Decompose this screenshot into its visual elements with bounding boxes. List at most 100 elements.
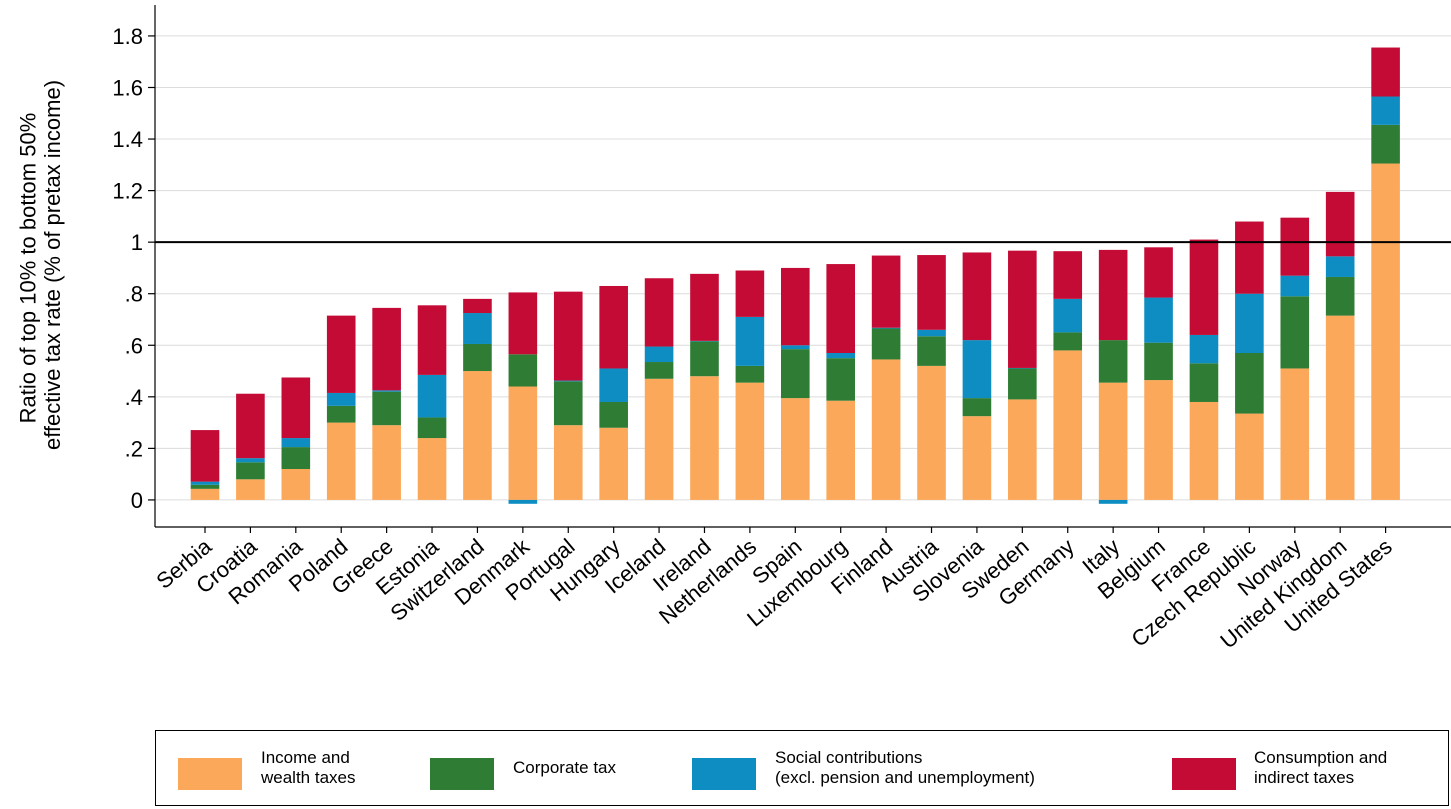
legend-swatch [430, 758, 494, 790]
bar-segment [508, 354, 538, 387]
bar-segment [1325, 315, 1355, 500]
bar-segment [326, 392, 356, 406]
bar-segment [326, 405, 356, 423]
y-tick-label: .8 [125, 282, 143, 307]
y-tick-label: .6 [125, 333, 143, 358]
bar-segment [917, 329, 946, 337]
bar-segment [236, 462, 265, 480]
bar-segment [553, 425, 583, 500]
y-tick-label: 1.6 [112, 75, 143, 100]
legend-label: Income and wealth taxes [261, 748, 356, 787]
bar-segment [1371, 96, 1400, 125]
bar-segment [644, 362, 674, 379]
legend-swatch [692, 758, 756, 790]
y-tick-label: 1.4 [112, 127, 143, 152]
bar-segment [236, 393, 265, 459]
bar-segment [826, 358, 856, 401]
bar-segment [735, 365, 765, 383]
bar-segment [917, 336, 946, 366]
bar-segment [190, 488, 220, 500]
bar-segment [690, 341, 719, 377]
bar-segment [236, 479, 265, 500]
bar-segment [1189, 363, 1219, 402]
legend: Income and wealth taxes Corporate tax Soci… [155, 730, 1449, 806]
bar-segment [599, 368, 628, 402]
bar-segment [417, 374, 447, 418]
bar-segment [1189, 239, 1219, 335]
y-tick-label: 1.2 [112, 179, 143, 204]
bar-segment [780, 267, 810, 346]
bar-segment [871, 255, 901, 328]
bar-segment [962, 398, 992, 417]
bar-segment [826, 264, 856, 353]
bar-segment [508, 499, 538, 504]
bar-segment [871, 328, 901, 360]
bar-segment [372, 307, 401, 391]
bar-segment [1280, 296, 1310, 369]
bar-segment [281, 438, 311, 448]
bar-segment [1280, 275, 1310, 297]
bar-segment [1144, 247, 1173, 298]
bar-segment [553, 381, 583, 426]
y-axis-title: Ratio of top 10% to bottom 50% effective… [16, 80, 65, 450]
bar-segment [1008, 368, 1037, 400]
y-tick-label: 1.8 [112, 24, 143, 49]
bar-segment [1235, 353, 1264, 414]
bar-segment [463, 343, 492, 372]
legend-label: Social contributions (excl. pension and … [775, 748, 1035, 787]
chart: Ratio of top 10% to bottom 50% effective… [16, 5, 1451, 653]
bar-segment [962, 340, 992, 399]
bar-segment [1053, 298, 1083, 333]
legend-label: Consumption and indirect taxes [1254, 748, 1388, 787]
bar-segment [780, 349, 810, 399]
bar-segment [1189, 334, 1219, 364]
bar-segment [553, 380, 583, 382]
bar-segment [190, 484, 220, 489]
bar-segment [190, 481, 220, 485]
bar-segment [553, 291, 583, 381]
bar-segment [417, 417, 447, 439]
bar-segment [826, 353, 856, 359]
bar-segment [644, 346, 674, 363]
bar-segment [1235, 221, 1264, 294]
bar-segment [1008, 367, 1037, 369]
bar-segment [1325, 256, 1355, 277]
bar-segment [1053, 251, 1083, 299]
bar-segment [780, 345, 810, 350]
bar-segment [372, 391, 401, 426]
bar-segment [417, 438, 447, 500]
bar-segment [599, 285, 628, 369]
bar-segment [962, 252, 992, 341]
bar-segment [463, 371, 492, 500]
y-tick-label: 0 [131, 488, 143, 513]
bar-segment [599, 427, 628, 500]
bar-segment [1008, 250, 1037, 368]
bar-segment [780, 398, 810, 500]
bar-segment [326, 422, 356, 500]
legend-label: Corporate tax [513, 758, 616, 777]
bar-segment [1280, 217, 1310, 276]
bar-segment [236, 458, 265, 463]
legend-swatch [178, 758, 242, 790]
y-tick-label: 1 [131, 230, 143, 255]
bar-segment [1371, 124, 1400, 164]
bar-segment [690, 273, 719, 341]
bar-segment [508, 386, 538, 500]
bar-segment [281, 469, 311, 500]
y-tick-label: .4 [125, 385, 143, 410]
bar-segment [1280, 368, 1310, 500]
bar-segment [917, 255, 946, 330]
bar-segment [1008, 399, 1037, 500]
bar-segment [1371, 47, 1400, 97]
y-axis-title-line: Ratio of top 10% to bottom 50% [16, 113, 41, 424]
bar-segment [1144, 342, 1173, 381]
bar-segment [735, 316, 765, 366]
bar-segment [917, 365, 946, 500]
bar-segment [826, 400, 856, 500]
bar-segment [463, 313, 492, 344]
bar-segment [1325, 191, 1355, 257]
bar-segment [735, 382, 765, 500]
bar-segment [1098, 382, 1128, 500]
bar-segment [281, 447, 311, 469]
